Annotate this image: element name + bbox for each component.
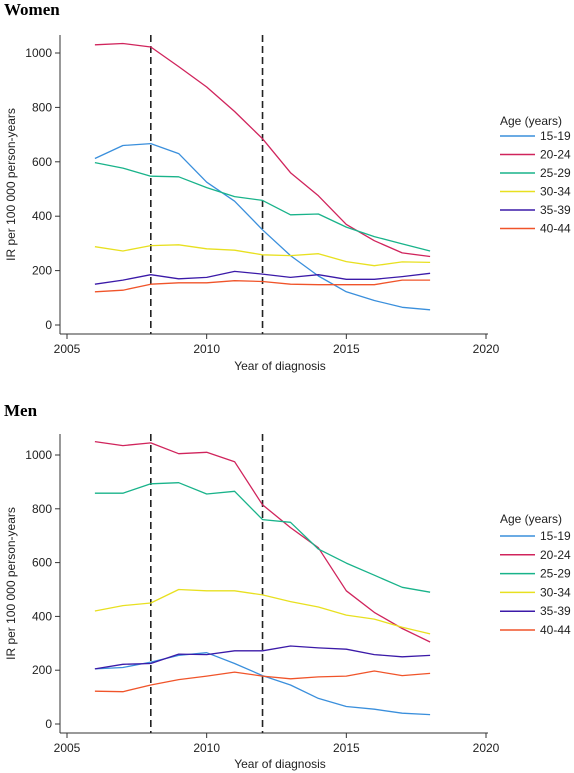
- y-tick-label: 400: [32, 209, 52, 223]
- legend-label-35-39: 35-39: [540, 203, 571, 217]
- series-line-30-34: [94, 588, 431, 635]
- series-line-25-29: [94, 161, 431, 252]
- legend-label-40-44: 40-44: [540, 222, 571, 236]
- y-tick-label: 600: [32, 556, 52, 570]
- x-tick-label: 2015: [333, 342, 360, 356]
- y-tick-label: 0: [45, 318, 52, 332]
- x-tick-label: 2005: [54, 342, 81, 356]
- series-line-40-44: [94, 670, 431, 693]
- legend-title: Age (years): [500, 512, 562, 526]
- x-axis-label: Year of diagnosis: [234, 359, 326, 373]
- legend-label-35-39: 35-39: [540, 604, 571, 618]
- series-line-35-39: [94, 645, 431, 670]
- legend-title: Age (years): [500, 114, 562, 128]
- y-axis-label: IR per 100 000 person-years: [4, 108, 18, 261]
- y-tick-label: 600: [32, 155, 52, 169]
- legend-label-20-24: 20-24: [540, 548, 571, 562]
- y-tick-label: 200: [32, 264, 52, 278]
- series-line-20-24: [94, 42, 431, 258]
- legend-label-15-19: 15-19: [540, 129, 571, 143]
- legend-label-30-34: 30-34: [540, 185, 571, 199]
- y-tick-label: 0: [45, 717, 52, 731]
- series-line-40-44: [94, 279, 431, 293]
- series-line-15-19: [94, 652, 431, 716]
- y-tick-label: 800: [32, 100, 52, 114]
- y-axis-label: IR per 100 000 person-years: [4, 507, 18, 660]
- legend-label-25-29: 25-29: [540, 567, 571, 581]
- legend-label-20-24: 20-24: [540, 148, 571, 162]
- series-line-30-34: [94, 244, 431, 267]
- legend-label-30-34: 30-34: [540, 585, 571, 599]
- men-panel: Men 0 200 400 600 800 1000 2005 2010 2015 2020 Year…: [4, 401, 571, 771]
- y-tick-label: 1000: [25, 448, 52, 462]
- y-tick-label: 800: [32, 502, 52, 516]
- panel-title: Men: [4, 401, 38, 420]
- y-tick-label: 1000: [25, 46, 52, 60]
- legend-label-15-19: 15-19: [540, 529, 571, 543]
- panel-title: Women: [4, 0, 60, 19]
- series-line-35-39: [94, 270, 431, 285]
- series-line-20-24: [94, 440, 431, 643]
- series-line-15-19: [94, 142, 431, 311]
- women-panel: Women 0 200 400 600 800 1000 2005 2010 2015 2020 Ye…: [4, 0, 571, 373]
- y-tick-label: 400: [32, 609, 52, 623]
- series-line-25-29: [94, 482, 431, 593]
- x-tick-label: 2020: [473, 342, 500, 356]
- x-tick-label: 2005: [54, 741, 81, 755]
- x-tick-label: 2020: [473, 741, 500, 755]
- x-tick-label: 2015: [333, 741, 360, 755]
- y-tick-label: 200: [32, 663, 52, 677]
- x-tick-label: 2010: [193, 741, 220, 755]
- legend-label-25-29: 25-29: [540, 166, 571, 180]
- x-axis-label: Year of diagnosis: [234, 757, 326, 771]
- x-tick-label: 2010: [193, 342, 220, 356]
- legend-label-40-44: 40-44: [540, 623, 571, 637]
